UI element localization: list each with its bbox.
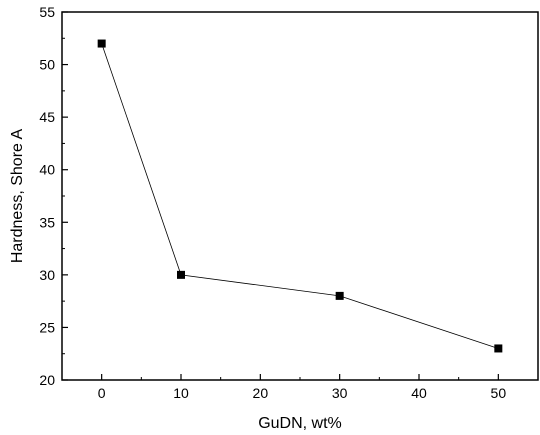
axis-ticks (61, 11, 539, 381)
axis-tick-labels: 0 10 20 30 40 50 20 25 30 35 40 45 50 55 (39, 4, 506, 401)
x-tick-label: 10 (173, 385, 189, 401)
y-tick-label: 55 (39, 4, 55, 20)
y-tick-label: 40 (39, 162, 55, 178)
x-tick-label: 0 (98, 385, 106, 401)
y-tick-label: 45 (39, 109, 55, 125)
x-axis-title: GuDN, wt% (258, 415, 342, 432)
x-tick-label: 40 (411, 385, 427, 401)
plot-frame (61, 11, 539, 381)
y-tick-label: 20 (39, 372, 55, 388)
y-tick-label: 30 (39, 267, 55, 283)
data-point (335, 291, 344, 300)
y-axis-title: Hardness, Shore A (9, 129, 26, 264)
data-point (177, 270, 185, 279)
series-line (101, 43, 499, 349)
series-markers (97, 39, 503, 353)
x-tick-label: 20 (253, 385, 269, 401)
data-point (494, 344, 503, 353)
y-tick-label: 35 (39, 214, 55, 230)
data-point (97, 39, 106, 48)
x-tick-label: 50 (491, 385, 507, 401)
y-tick-label: 50 (39, 57, 55, 73)
x-tick-label: 30 (332, 385, 348, 401)
series-line-group (101, 43, 499, 349)
y-tick-label: 25 (39, 319, 55, 335)
